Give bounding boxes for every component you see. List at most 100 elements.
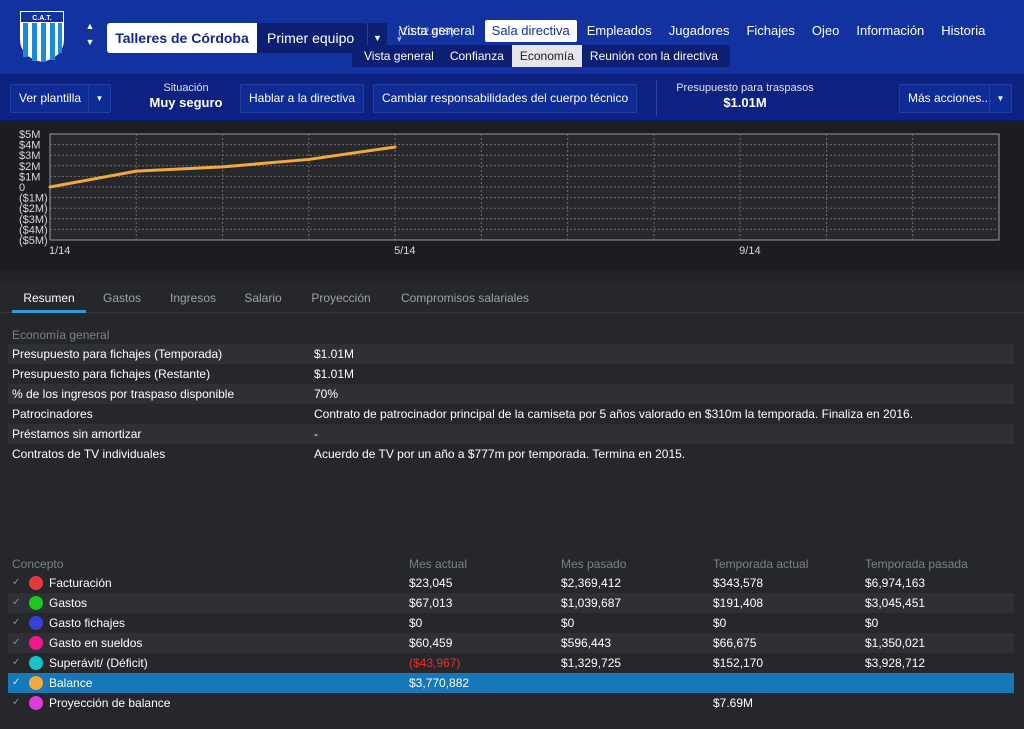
chart-y-tick-label: 0	[19, 182, 25, 194]
balance-data-point	[48, 185, 52, 189]
overview-row: Presupuesto para fichajes (Temporada) $1.…	[8, 344, 1014, 364]
summary-row[interactable]: ✓ Gasto fichajes $0 $0 $0 $0	[8, 613, 1014, 633]
tab-5[interactable]: Compromisos salariales	[400, 291, 530, 305]
check-icon[interactable]: ✓	[12, 637, 21, 648]
balance-chart-panel: $5M $4M $3M $2M $1M 0 ($1M) ($2M) ($3M) ($4M) ($5M…	[0, 122, 1024, 270]
summary-cell-temp_actual: $66,675	[713, 636, 757, 650]
overview-row-label: Presupuesto para fichajes (Restante)	[12, 367, 211, 381]
club-switch-arrows[interactable]: ▲ ▼	[85, 21, 95, 47]
chart-y-tick-label: ($4M)	[19, 224, 48, 236]
summary-header-1[interactable]: Mes actual	[409, 557, 468, 571]
summary-header-0[interactable]: Concepto	[12, 557, 64, 571]
subnav-item-0[interactable]: Vista general	[364, 49, 434, 63]
summary-row[interactable]: ✓ Balance $3,770,882	[8, 673, 1014, 693]
balance-data-point	[307, 157, 311, 161]
summary-row[interactable]: ✓ Facturación $23,045 $2,369,412 $343,578 $6,…	[8, 573, 1014, 593]
nav-item-fichajes[interactable]: Fichajes	[746, 23, 795, 38]
summary-header-3[interactable]: Temporada actual	[713, 557, 809, 571]
panel-separator	[0, 270, 1024, 282]
subnav-item-1[interactable]: Confianza	[449, 49, 504, 63]
summary-concept: Proyección de balance	[49, 696, 171, 710]
check-icon[interactable]: ✓	[12, 677, 21, 688]
series-color-dot-icon	[29, 616, 43, 630]
subnav-item-3[interactable]: Reunión con la directiva	[589, 49, 718, 63]
nav-item-sala-directiva[interactable]: Sala directiva	[484, 20, 577, 42]
summary-cell-temp_pasada: $3,045,451	[865, 596, 926, 610]
check-icon[interactable]: ✓	[12, 577, 21, 588]
overview-row-label: % de los ingresos por traspaso disponibl…	[12, 387, 235, 401]
nav-item-ojeo[interactable]: Ojeo	[811, 23, 840, 38]
chart-plot-area	[49, 133, 1000, 241]
sub-navigation: Vista general Confianza Economía Reunión co…	[352, 45, 730, 67]
tab-1[interactable]: Gastos	[102, 291, 141, 305]
tab-0[interactable]: Resumen	[12, 283, 86, 313]
chart-y-tick-label: ($3M)	[19, 214, 48, 226]
tab-4[interactable]: Proyección	[311, 291, 371, 305]
overview-row-value: 70%	[314, 387, 339, 401]
change-staff-responsibilities-button[interactable]: Cambiar responsabilidades del cuerpo téc…	[373, 84, 638, 113]
summary-concept: Superávit/ (Déficit)	[49, 656, 148, 670]
balance-data-point	[393, 145, 397, 149]
main-navigation: Vista general Sala directiva Empleados Juga…	[392, 20, 995, 42]
summary-row[interactable]: ✓ Gastos $67,013 $1,039,687 $191,408 $3,045,4…	[8, 593, 1014, 613]
transfer-budget-label: Presupuesto para traspasos	[676, 82, 814, 94]
nav-item-jugadores[interactable]: Jugadores	[668, 23, 730, 38]
tab-3[interactable]: Salario	[244, 291, 282, 305]
chart-y-tick-label: ($1M)	[19, 193, 48, 205]
summary-concept: Facturación	[49, 576, 112, 590]
chart-y-tick-label: $1M	[19, 171, 40, 183]
talk-to-board-button[interactable]: Hablar a la directiva	[240, 84, 365, 113]
check-icon[interactable]: ✓	[12, 697, 21, 708]
crest-text: C.A.T.	[32, 15, 52, 22]
view-squad-label: Ver plantilla	[19, 91, 82, 105]
nav-item-informaci-n[interactable]: Información	[856, 23, 925, 38]
summary-row[interactable]: ✓ Superávit/ (Déficit) ($43,967) $1,329,725…	[8, 653, 1014, 673]
chevron-down-icon[interactable]: ▼	[88, 85, 110, 112]
team-selector-button[interactable]: Primer equipo	[257, 23, 367, 53]
summary-cell-temp_actual: $152,170	[713, 656, 764, 670]
view-squad-dropdown-button[interactable]: Ver plantilla ▼	[10, 84, 111, 113]
date-caret-icon: ▾	[397, 34, 402, 44]
overview-row: Presupuesto para fichajes (Restante) $1.0…	[8, 364, 1014, 384]
summary-concept: Gastos	[49, 596, 88, 610]
summary-header-4[interactable]: Temporada pasada	[865, 557, 968, 571]
subnav-item-2[interactable]: Economía	[511, 45, 582, 67]
situation-value: Muy seguro	[149, 95, 223, 110]
transfer-budget-value: $1.01M	[723, 95, 767, 110]
more-actions-button[interactable]: Más acciones... ▼	[899, 84, 1012, 113]
nav-item-empleados[interactable]: Empleados	[586, 23, 652, 38]
summary-header-2[interactable]: Mes pasado	[561, 557, 627, 571]
overview-row-label: Contratos de TV individuales	[12, 447, 166, 461]
tab-2[interactable]: Ingresos	[169, 291, 217, 305]
series-color-dot-icon	[29, 636, 43, 650]
summary-row[interactable]: ✓ Gasto en sueldos $60,459 $596,443 $66,675 $…	[8, 633, 1014, 653]
nav-item-historia[interactable]: Historia	[941, 23, 986, 38]
finance-tabs: Resumen Gastos Ingresos Salario Proyección Co…	[0, 283, 1024, 313]
check-icon[interactable]: ✓	[12, 657, 21, 668]
overview-row-label: Presupuesto para fichajes (Temporada)	[12, 347, 223, 361]
chart-y-tick-label: ($2M)	[19, 203, 48, 215]
overview-row: Préstamos sin amortizar -	[8, 424, 1014, 444]
overview-row-value: Contrato de patrocinador principal de la…	[314, 407, 914, 421]
balance-data-point	[221, 165, 225, 169]
summary-cell-mes_pasado: $596,443	[561, 636, 612, 650]
chevron-down-icon[interactable]: ▼	[989, 85, 1011, 112]
toolbar: Ver plantilla ▼ Situación Muy seguro Hab…	[0, 74, 1024, 122]
check-icon[interactable]: ✓	[12, 597, 21, 608]
situation-label: Situación	[163, 82, 209, 94]
check-icon[interactable]: ✓	[12, 617, 21, 628]
nav-item-vista-general[interactable]: Vista general	[399, 23, 475, 38]
summary-cell-temp_actual: $0	[713, 616, 727, 630]
summary-cell-temp_actual: $7.69M	[713, 696, 754, 710]
situation-info: Situación Muy seguro	[145, 82, 227, 110]
summary-cell-mes_pasado: $0	[561, 616, 575, 630]
overview-row-value: $1.01M	[314, 347, 355, 361]
summary-cell-mes_actual: ($43,967)	[409, 656, 461, 670]
series-color-dot-icon	[29, 576, 43, 590]
summary-row[interactable]: ✓ Proyección de balance $7.69M	[8, 693, 1014, 713]
balance-data-point	[134, 169, 138, 173]
club-selector-button[interactable]: Talleres de Córdoba	[107, 23, 257, 53]
summary-cell-mes_pasado: $2,369,412	[561, 576, 622, 590]
club-crest-logo[interactable]: C.A.T.	[17, 9, 67, 63]
summary-cell-mes_actual: $60,459	[409, 636, 453, 650]
